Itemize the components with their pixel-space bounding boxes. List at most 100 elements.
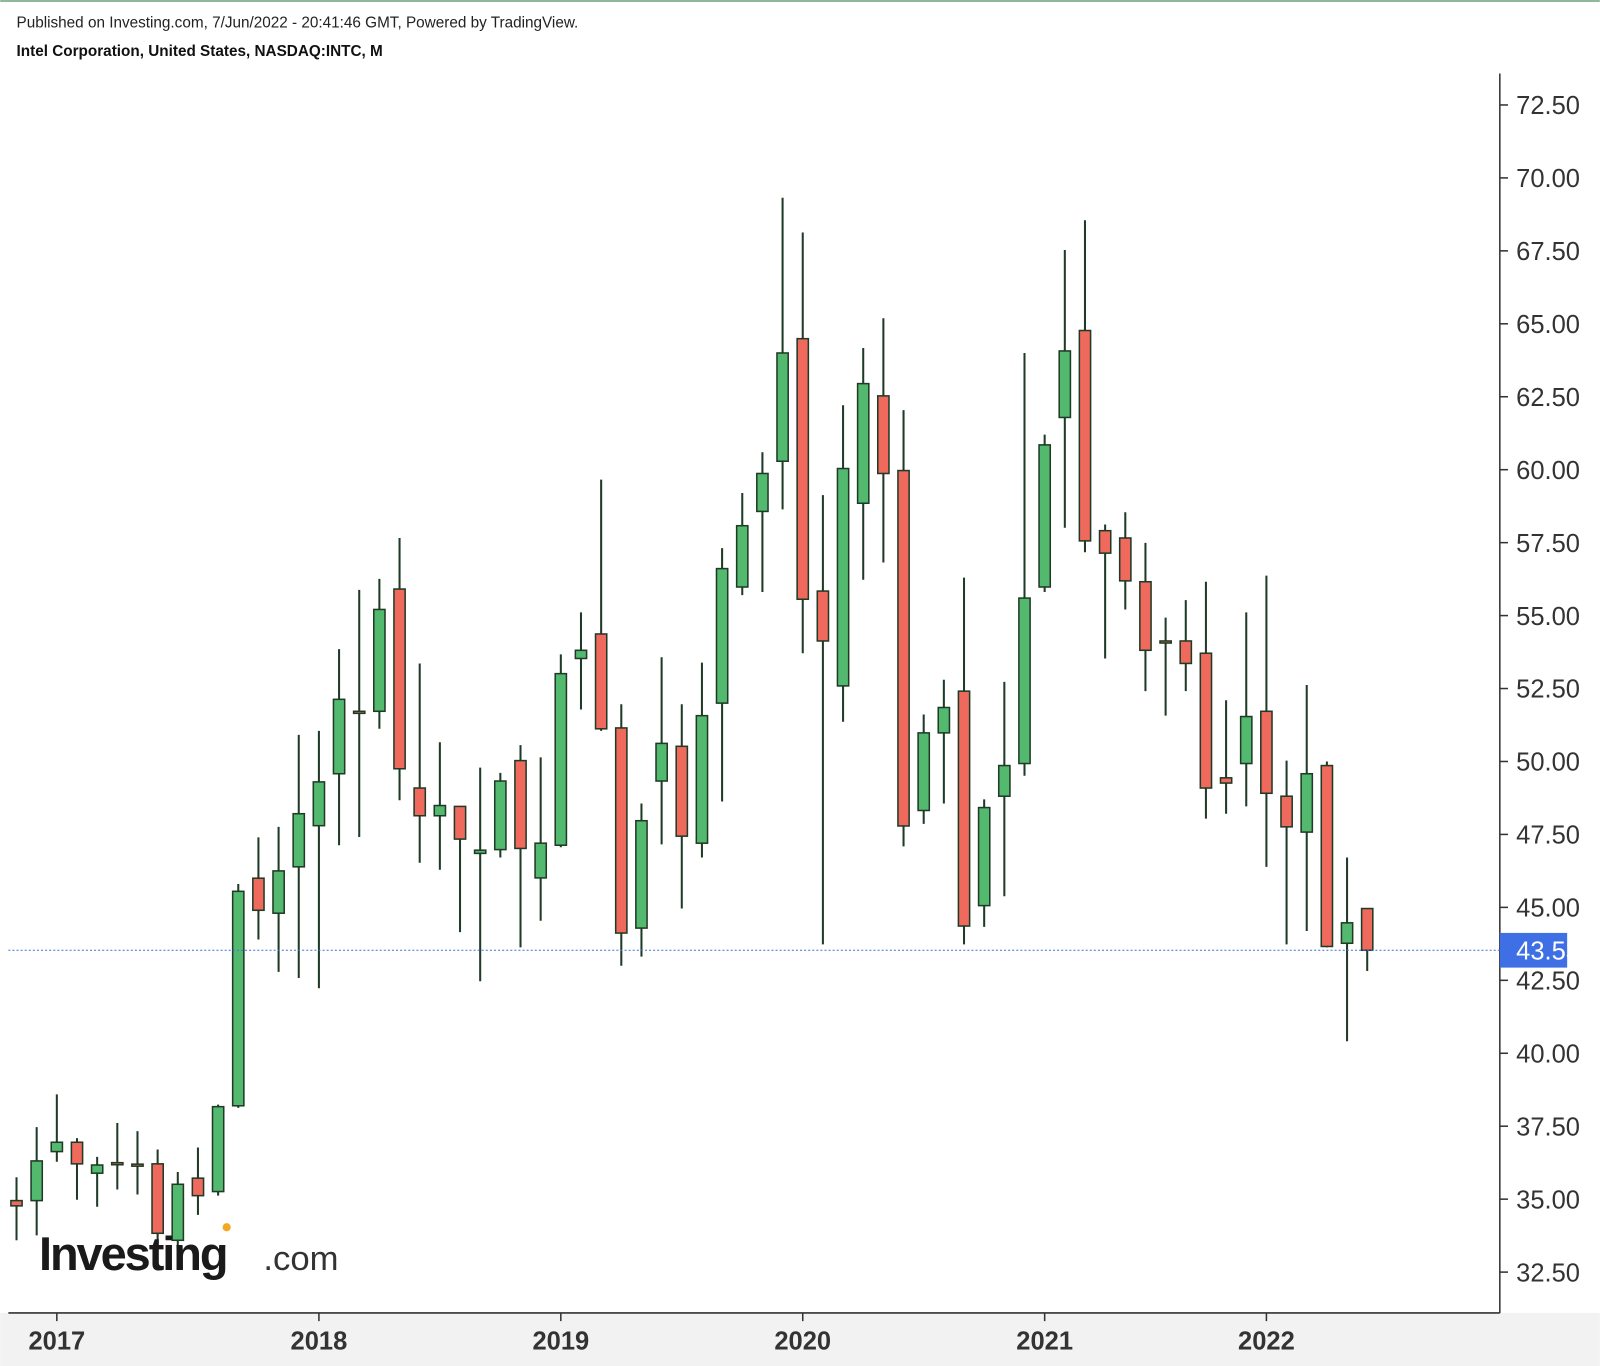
candle-body <box>856 382 870 505</box>
y-tick-label: 35.00 <box>1516 1186 1580 1214</box>
candle-body <box>272 870 285 914</box>
candle-body <box>373 608 386 713</box>
x-tick-label: 2021 <box>1016 1328 1073 1356</box>
candle-body <box>110 1161 124 1166</box>
y-tick-label: 70.00 <box>1516 165 1580 193</box>
y-tick-label: 45.00 <box>1516 895 1580 923</box>
candle-body <box>836 467 850 687</box>
candle-body <box>10 1199 23 1207</box>
candle-body <box>1280 795 1293 828</box>
candle-body <box>715 567 729 704</box>
candle-body <box>90 1164 104 1174</box>
candle-body <box>735 524 749 588</box>
candle-body <box>493 780 507 851</box>
candle-body <box>937 706 951 734</box>
candle-body <box>776 352 789 462</box>
plot <box>10 197 1374 1248</box>
y-tick-label: 52.50 <box>1516 676 1580 704</box>
candle-body <box>393 588 406 770</box>
x-tick-label: 2022 <box>1238 1328 1295 1356</box>
candle-body <box>977 806 991 907</box>
candle-body <box>796 337 810 601</box>
candle-body <box>1118 537 1132 582</box>
logo-name: Investing <box>39 1228 227 1280</box>
candle-body <box>292 812 306 868</box>
candle-body <box>1078 329 1092 542</box>
candle-body <box>1139 580 1152 652</box>
time-axis-area <box>0 1312 1600 1366</box>
candle-body <box>1340 922 1354 945</box>
candle-body <box>574 649 588 660</box>
last-price-label: 43.53 <box>1516 937 1580 965</box>
candle-body <box>332 698 346 775</box>
candle-body <box>191 1177 205 1197</box>
candle-body <box>453 805 467 840</box>
y-tick-label: 62.50 <box>1516 384 1580 412</box>
logo-suffix: .com <box>263 1240 338 1278</box>
candle-body <box>1239 715 1253 765</box>
y-tick-label: 67.50 <box>1516 238 1580 266</box>
candle-body <box>514 759 527 850</box>
candle-body <box>30 1160 44 1202</box>
candle-body <box>614 727 628 934</box>
x-tick-label: 2020 <box>774 1328 831 1356</box>
y-tick-label: 40.00 <box>1516 1040 1580 1068</box>
candle-body <box>211 1105 225 1193</box>
candle-body <box>957 690 971 927</box>
candle-body <box>70 1141 84 1165</box>
candle-body <box>473 849 487 855</box>
candle-body <box>131 1163 144 1167</box>
y-tick-label: 65.00 <box>1516 311 1580 339</box>
candle-body <box>1300 772 1314 833</box>
candle-body <box>917 732 931 812</box>
candle-body <box>1018 597 1031 765</box>
published-note: Published on Investing.com, 7/Jun/2022 -… <box>17 15 579 32</box>
candle-body <box>1038 444 1052 588</box>
candle-body <box>695 714 709 844</box>
candle-body <box>816 590 830 642</box>
candle-body <box>756 472 769 513</box>
candle-body <box>534 842 548 879</box>
y-tick-label: 50.00 <box>1516 749 1580 777</box>
candle-body <box>151 1163 165 1235</box>
logo-dot <box>222 1223 231 1232</box>
candle-body <box>252 877 265 912</box>
candle-body <box>1360 907 1374 952</box>
candle-body <box>1159 640 1172 644</box>
candle-body <box>635 819 648 929</box>
candle-body <box>877 395 890 475</box>
candle-body <box>594 633 608 730</box>
last-price-box <box>1499 932 1568 968</box>
y-tick-label: 42.50 <box>1516 967 1580 995</box>
candle-body <box>1058 350 1072 419</box>
candle-body <box>1179 640 1193 665</box>
y-tick-label: 57.50 <box>1516 530 1580 558</box>
candle-body <box>997 764 1011 797</box>
y-tick-label: 32.50 <box>1516 1259 1580 1287</box>
x-tick-label: 2017 <box>28 1328 85 1356</box>
y-tick-label: 55.00 <box>1516 603 1580 631</box>
candle-body <box>675 745 689 837</box>
x-tick-label: 2018 <box>291 1328 348 1356</box>
y-tick-label: 47.50 <box>1516 822 1580 850</box>
candle-body <box>897 469 910 827</box>
candle-body <box>1320 764 1334 948</box>
candle-body <box>231 890 245 1107</box>
candle-body <box>171 1183 185 1242</box>
candle-body <box>1260 710 1273 795</box>
candle-body <box>655 742 668 782</box>
x-tick-label: 2019 <box>532 1328 589 1356</box>
candle-body <box>1199 652 1213 789</box>
y-tick-label: 72.50 <box>1516 92 1580 120</box>
candle-body <box>413 787 427 817</box>
candle-body <box>50 1141 64 1153</box>
candle-body <box>554 672 568 846</box>
candle-body <box>352 710 366 715</box>
y-tick-label: 60.00 <box>1516 457 1580 485</box>
logo: Investing .com <box>39 1223 339 1280</box>
candle-body <box>312 781 326 827</box>
symbol-title: Intel Corporation, United States, NASDAQ… <box>17 43 383 60</box>
